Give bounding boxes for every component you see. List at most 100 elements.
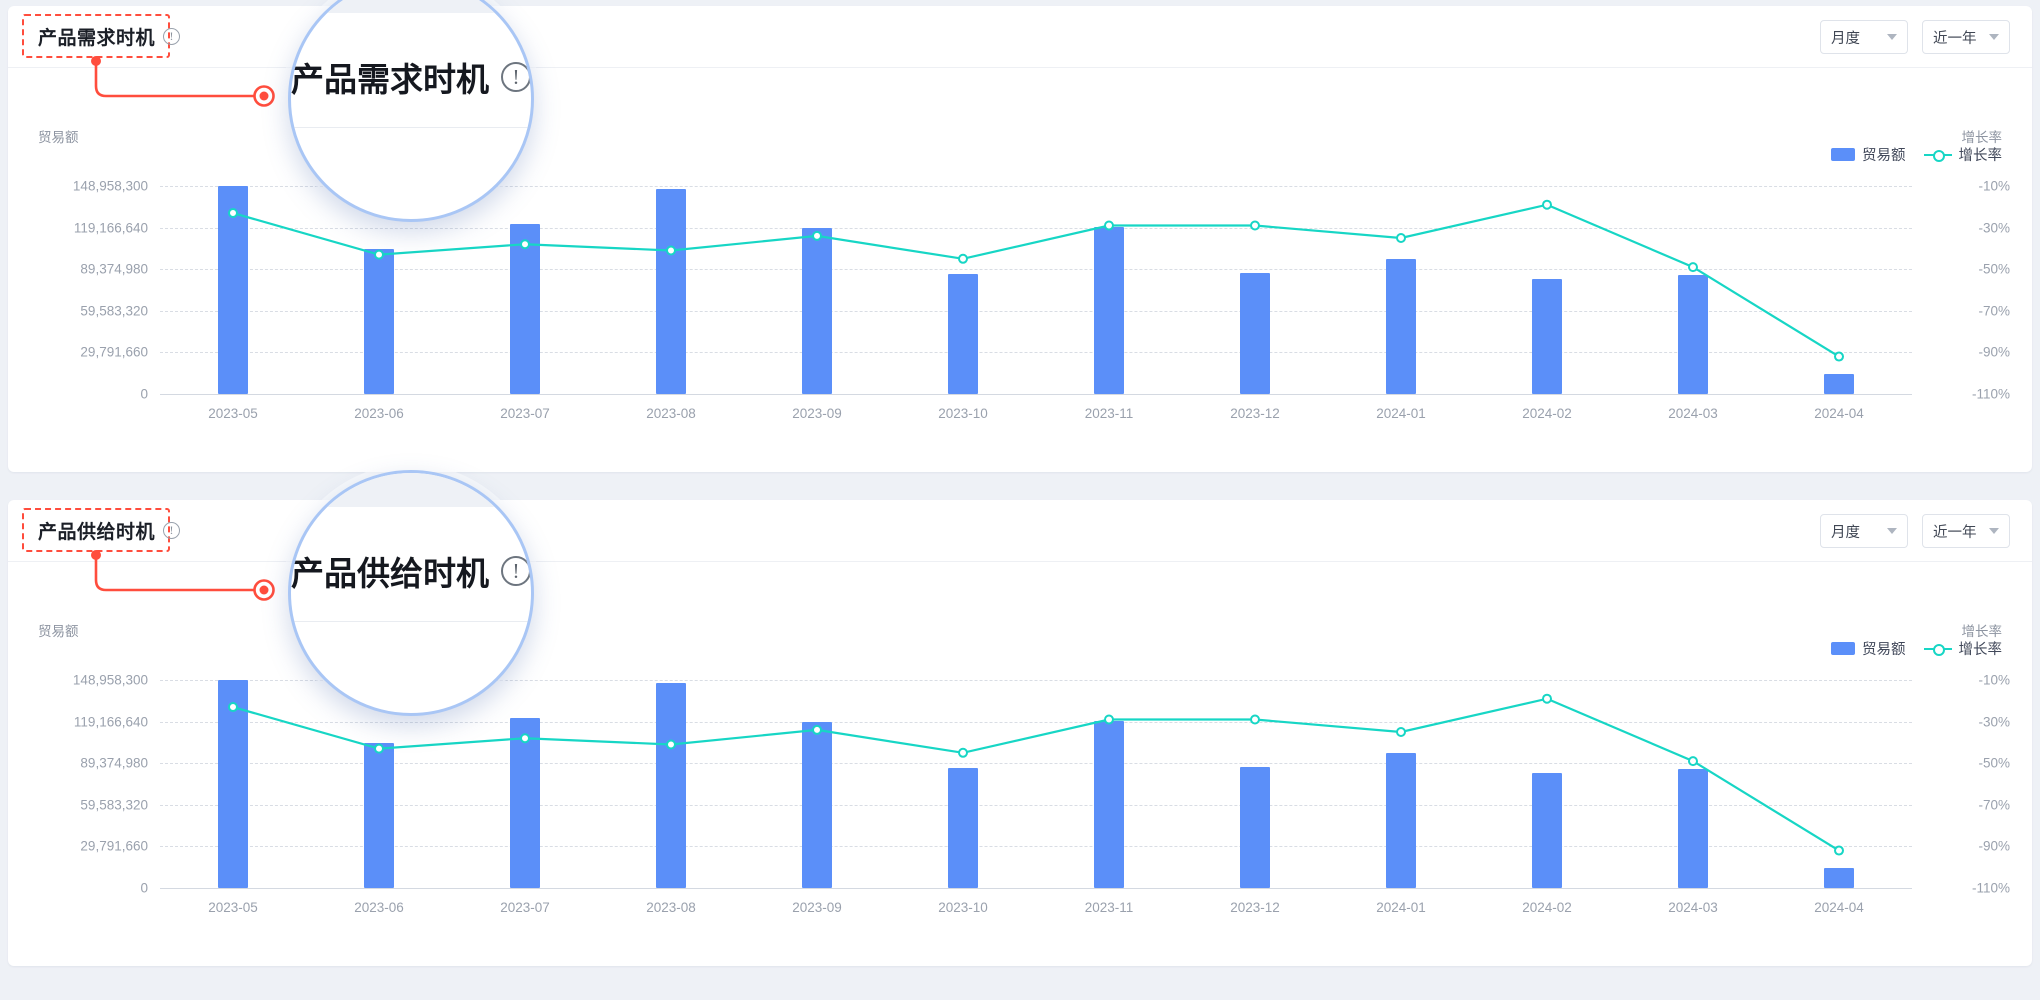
x-axis-tick: 2023-11 — [1084, 900, 1134, 915]
x-axis-tick: 2023-05 — [208, 406, 258, 421]
page-title: 产品供给时机 — [38, 522, 156, 543]
bar[interactable] — [656, 683, 686, 888]
bar[interactable] — [802, 227, 832, 394]
line-point[interactable] — [1250, 220, 1260, 231]
bar[interactable] — [1240, 767, 1270, 888]
magnified-info-circle-icon: ! — [501, 556, 531, 586]
line-point[interactable] — [1542, 199, 1552, 210]
gridline — [160, 721, 1912, 723]
line-point[interactable] — [1688, 262, 1698, 273]
line-point[interactable] — [228, 208, 238, 219]
chevron-down-icon — [1887, 34, 1897, 40]
y-axis-tick: 0 — [140, 386, 148, 402]
line-point[interactable] — [666, 739, 676, 750]
chart-legend: 贸易额 增长率 — [1831, 638, 2002, 659]
gridline — [160, 763, 1912, 765]
bar[interactable] — [510, 223, 540, 394]
card-controls: 月度 近一年 — [1820, 514, 2010, 548]
bar[interactable] — [656, 189, 686, 394]
y-axis-tick: 59,583,320 — [80, 797, 148, 813]
line-point[interactable] — [1834, 351, 1844, 362]
bar[interactable] — [1532, 773, 1562, 888]
legend-bar-swatch — [1831, 642, 1855, 655]
x-axis-tick: 2024-03 — [1668, 900, 1718, 915]
bar[interactable] — [1678, 769, 1708, 888]
y-axis-title: 贸易额 — [38, 624, 79, 639]
legend-item[interactable]: 贸易额 — [1831, 144, 1906, 165]
bar[interactable] — [218, 680, 248, 888]
info-circle-icon[interactable]: ! — [163, 28, 181, 45]
time-range-select[interactable]: 近一年 — [1922, 514, 2010, 548]
bar[interactable] — [218, 186, 248, 394]
bar[interactable] — [1240, 273, 1270, 394]
y2-axis-tick: -10% — [1978, 178, 2010, 194]
y-axis-title: 贸易额 — [38, 130, 79, 145]
bar[interactable] — [364, 248, 394, 394]
line-point[interactable] — [228, 702, 238, 713]
line-point[interactable] — [1542, 693, 1552, 704]
chevron-down-icon — [1887, 528, 1897, 534]
bar[interactable] — [1386, 259, 1416, 394]
x-axis-tick: 2023-10 — [938, 406, 988, 421]
bar[interactable] — [1532, 279, 1562, 394]
y2-axis-tick: -90% — [1978, 344, 2010, 360]
legend-item[interactable]: 增长率 — [1923, 144, 2002, 165]
line-point[interactable] — [1396, 233, 1406, 243]
granularity-select[interactable]: 月度 — [1820, 20, 1908, 54]
bar[interactable] — [1386, 753, 1416, 888]
legend-item[interactable]: 增长率 — [1923, 638, 2003, 659]
line-point[interactable] — [1104, 714, 1114, 725]
line-point[interactable] — [812, 230, 822, 241]
legend-line-swatch — [1923, 149, 1952, 162]
line-point[interactable] — [958, 747, 968, 758]
x-axis-tick: 2023-12 — [1230, 406, 1280, 421]
line-point[interactable] — [1104, 220, 1114, 231]
bar[interactable] — [1824, 373, 1854, 394]
lens-content: 产品供给时机! — [291, 547, 531, 595]
x-axis-tick: 2023-06 — [354, 406, 404, 421]
line-point[interactable] — [1396, 727, 1406, 737]
time-range-select[interactable]: 近一年 — [1922, 20, 2010, 54]
bar[interactable] — [1094, 226, 1124, 394]
granularity-select[interactable]: 月度 — [1820, 514, 1908, 548]
x-axis-tick: 2023-09 — [792, 900, 842, 915]
line-point[interactable] — [666, 245, 676, 256]
x-axis-tick: 2023-10 — [938, 900, 988, 915]
x-axis-tick: 2024-01 — [1376, 406, 1426, 421]
x-axis-tick: 2023-07 — [500, 406, 550, 421]
line-point[interactable] — [1688, 756, 1698, 767]
y2-axis-tick: -90% — [1978, 838, 2010, 854]
y-axis-tick: 119,166,640 — [73, 220, 148, 236]
bar[interactable] — [802, 721, 832, 888]
line-point[interactable] — [1834, 845, 1844, 856]
line-point[interactable] — [374, 743, 384, 754]
line-point[interactable] — [520, 239, 530, 250]
x-axis-tick: 2024-04 — [1814, 900, 1864, 915]
line-point[interactable] — [520, 733, 530, 744]
y-axis-tick: 29,791,660 — [80, 344, 148, 360]
info-circle-icon[interactable]: ! — [163, 522, 181, 539]
gridline — [160, 352, 1912, 354]
bar[interactable] — [364, 742, 394, 888]
line-point[interactable] — [958, 253, 968, 264]
x-axis-tick: 2023-05 — [208, 900, 258, 915]
lens-divider — [291, 127, 531, 128]
line-point[interactable] — [374, 249, 384, 260]
bar[interactable] — [510, 717, 540, 888]
line-point[interactable] — [1250, 714, 1260, 725]
bar[interactable] — [1678, 275, 1708, 394]
bar[interactable] — [1824, 867, 1854, 888]
line-point[interactable] — [812, 724, 822, 735]
x-axis-tick: 2023-07 — [500, 900, 550, 915]
select-value: 近一年 — [1933, 524, 1977, 541]
y-axis-tick: 59,583,320 — [80, 303, 148, 319]
bar[interactable] — [948, 273, 978, 394]
legend-item[interactable]: 贸易额 — [1831, 638, 1906, 659]
bar[interactable] — [1094, 720, 1124, 888]
bar[interactable] — [948, 767, 978, 888]
card-header: 产品需求时机! 月度 近一年 — [8, 6, 2032, 68]
legend-label: 增长率 — [1958, 642, 2003, 658]
x-axis-line — [160, 888, 1912, 889]
lens-background-strip — [291, 0, 531, 13]
